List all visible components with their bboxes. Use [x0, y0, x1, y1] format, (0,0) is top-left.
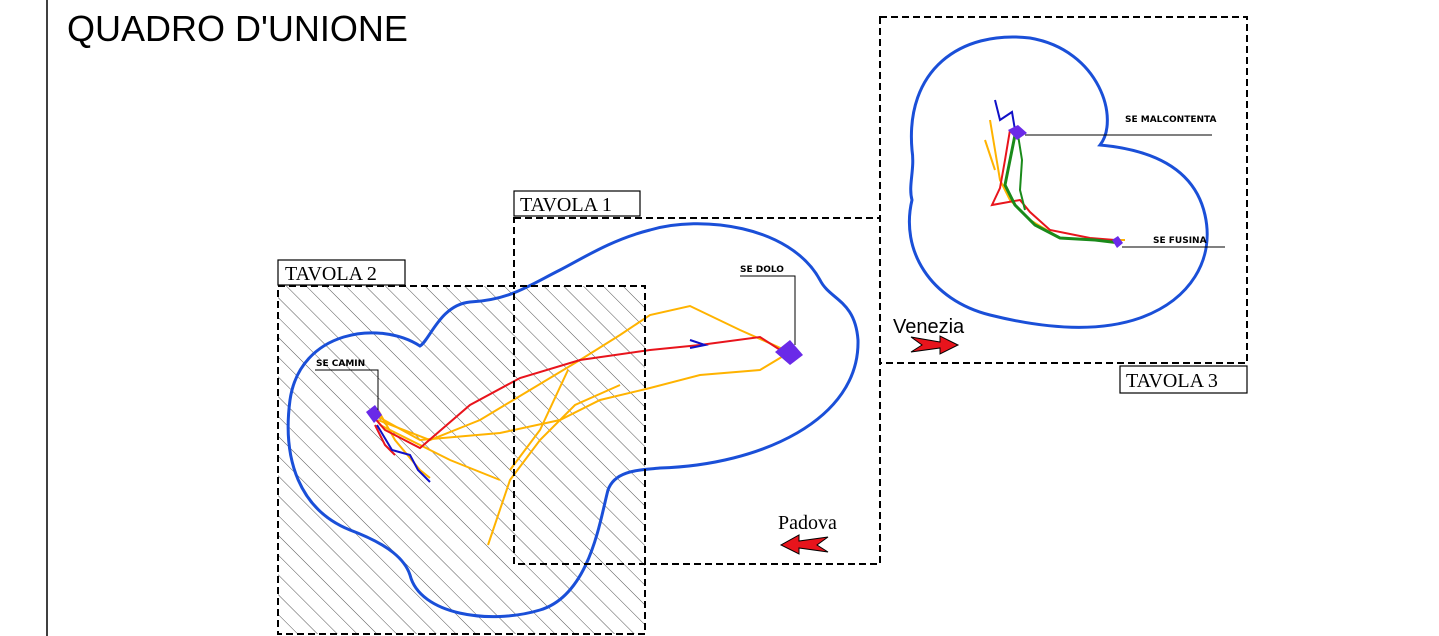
substation-marker-malcontenta: [1008, 125, 1027, 140]
tavola-1-frame: [513, 217, 881, 565]
tavola-2-label-box: [277, 259, 406, 286]
label-se-camin: SE CAMIN: [316, 359, 365, 369]
buffer-outline-dolo-camin: [286, 222, 860, 619]
leader-line-dolo: [740, 275, 796, 345]
route-lines-dolo-camin: [371, 304, 789, 546]
label-se-malcontenta: SE MALCONTENTA: [1125, 115, 1216, 125]
route-lines-malcontenta-fusina: [984, 99, 1125, 245]
tavola-3-label-box: [1119, 365, 1248, 394]
tavola-3-frame: [879, 16, 1248, 364]
label-se-dolo: SE DOLO: [740, 265, 784, 275]
substation-marker-dolo: [775, 340, 803, 365]
leader-line-camin: [315, 369, 379, 410]
label-se-fusina: SE FUSINA: [1153, 236, 1207, 246]
arrow-right-icon: [910, 335, 960, 355]
substation-marker-fusina: [1112, 236, 1123, 248]
tavola-1-label: TAVOLA 1: [520, 194, 612, 216]
tavola-2-hatched-area: [278, 286, 645, 634]
direction-label-padova: Padova: [778, 512, 837, 534]
tavola-1-label-box: [513, 190, 641, 217]
arrow-left-icon: [779, 534, 829, 555]
map-title: QUADRO D'UNIONE: [67, 8, 408, 49]
direction-label-venezia: Venezia: [893, 316, 965, 338]
tavola-3-label: TAVOLA 3: [1126, 370, 1218, 392]
tavola-2-label: TAVOLA 2: [285, 263, 377, 285]
tavola-2-frame: [277, 285, 646, 635]
buffer-outline-malcontenta-fusina: [907, 35, 1209, 329]
